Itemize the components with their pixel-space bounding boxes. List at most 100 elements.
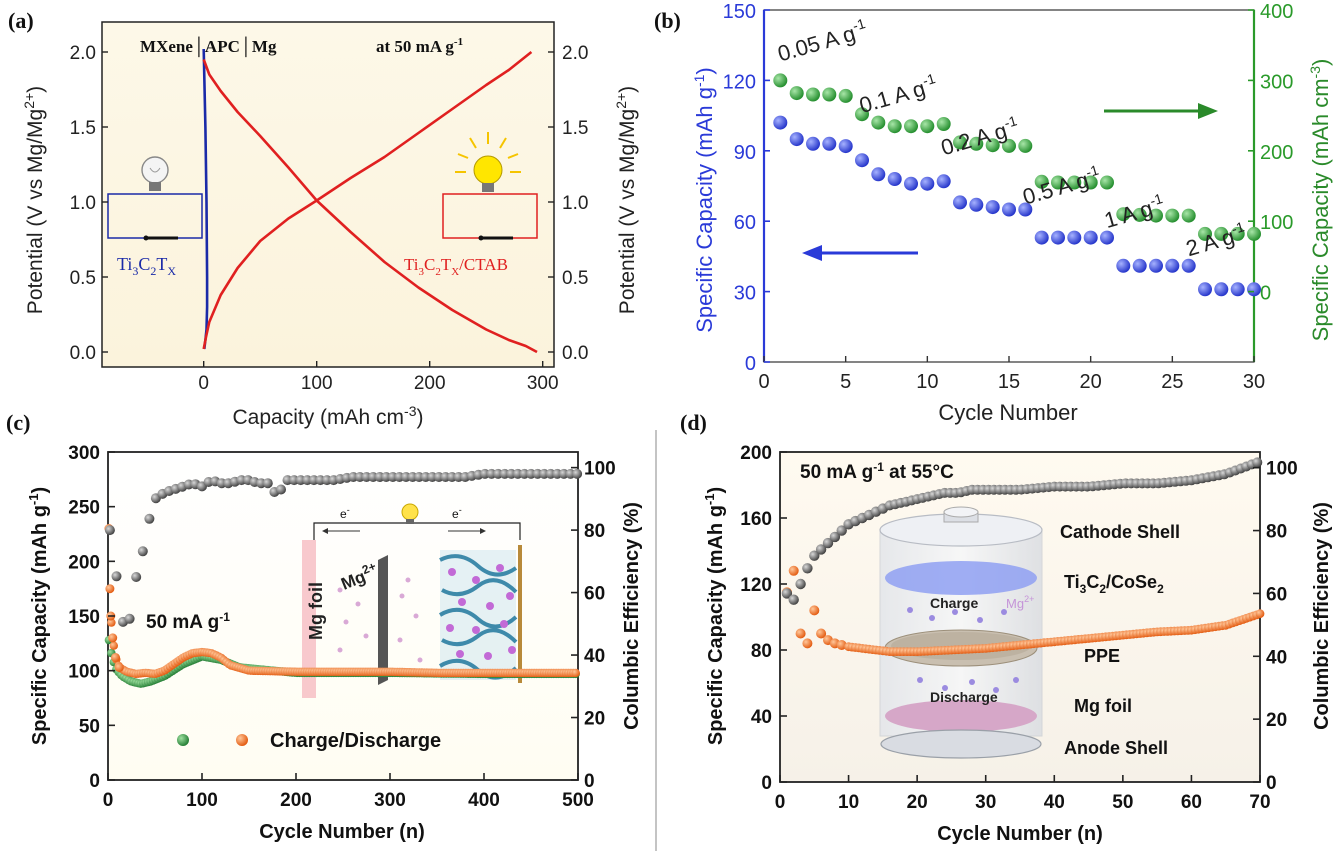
y-tick-label-right-b: 100 [1260,212,1293,234]
data-point-b-0 [1051,230,1065,245]
y-tick-label-a: 0.5 [70,268,96,289]
chart-b-series [773,73,1261,297]
y-tick-label-right-b: 400 [1260,1,1293,23]
data-point-d-1 [836,525,847,536]
data-point-d-1 [781,588,793,599]
cathode-shell-label: Cathode Shell [1060,522,1180,542]
data-point-c-2 [276,484,286,495]
y-tick-label-d: 200 [740,443,772,464]
arrow-left-icon [802,245,918,261]
y-tick-label-right-c: 20 [584,709,605,730]
x-tick-label-a: 200 [414,373,446,394]
y-tick-label-c: 150 [68,607,100,628]
data-point-b-0 [871,167,886,182]
chart-d-ticks: 0 10 20 30 40 50 60 700408012016020002040608010… [740,443,1297,813]
data-point-b-0 [1214,282,1229,297]
data-point-d-1 [815,544,827,555]
data-point-b-0 [1230,282,1245,297]
data-point-b-0 [1132,258,1147,273]
y-tick-label-b: 90 [734,142,756,164]
data-point-b-1 [1214,226,1229,241]
inset-battery-schematic: e- e- M [302,503,522,698]
data-point-c-2 [137,546,148,557]
chart-a-ylabel-right: Potential (V vs Mg/Mg2+) [613,86,639,314]
data-point-c-2 [144,513,155,524]
data-point-b-0 [1149,258,1163,273]
y-tick-label-c: 250 [68,498,100,519]
data-point-b-0 [936,174,951,189]
x-tick-label-b: 20 [1080,371,1102,393]
y-tick-label-right-a: 1.5 [562,118,588,139]
data-point-b-1 [1149,208,1163,223]
data-point-b-1 [1100,175,1114,190]
bulb-on-icon [455,132,521,192]
chart-b-ylabel: Specific Capacity (mAh g-1) [691,67,717,333]
y-tick-label-b: 60 [734,212,756,234]
y-tick-label-c: 0 [89,771,100,792]
legend-label: Charge/Discharge [270,730,441,752]
x-tick-label-b: 5 [840,371,851,393]
chart-d-ylabel-right: Columbic Efficiency (%) [1311,502,1333,730]
data-point-b-1 [904,119,918,134]
y-tick-label-d: 120 [740,575,772,596]
panel-c: (c) e- e- [6,410,643,843]
y-tick-label-b: 120 [723,71,756,93]
device-label-left: Ti3C2TX [117,254,176,278]
y-tick-label-c: 200 [68,552,100,573]
chart-a-xlabel: Capacity (mAh cm-3) [233,403,424,429]
y-tick-label-right-a: 0.0 [562,343,588,364]
x-tick-label-c: 400 [468,790,500,811]
data-point-d-1 [795,578,806,590]
data-point-c-0 [109,641,119,650]
data-point-b-1 [1165,208,1180,223]
data-point-b-0 [1002,202,1016,217]
x-tick-label-d: 20 [907,792,928,813]
data-point-b-0 [887,172,902,186]
data-point-d-0 [1255,609,1265,619]
mg-foil-layer [885,700,1037,732]
y-tick-label-right-b: 0 [1260,283,1271,305]
y-tick-label-d: 0 [761,773,772,794]
panel-label-c: (c) [6,410,30,435]
anode-shell-label: Anode Shell [1064,738,1168,758]
data-point-b-0 [953,195,967,210]
mg-ion-dots [337,577,423,663]
data-point-b-0 [1116,258,1131,273]
separator [378,555,388,685]
data-point-c-0 [111,653,120,662]
x-tick-label-b: 25 [1161,371,1183,393]
data-point-b-0 [1034,230,1049,245]
data-point-b-1 [1132,207,1147,222]
data-point-b-1 [920,119,935,134]
data-point-c-0 [105,584,115,594]
legend-marker-discharge [236,734,248,746]
chart-c-ylabel-right: Columbic Efficiency (%) [621,502,643,730]
device-label-right: Ti3C2TX/CTAB [404,255,508,278]
x-tick-label-a: 100 [301,373,333,394]
data-point-d-0 [795,628,806,639]
panel-label-b: (b) [654,8,681,33]
data-point-b-1 [855,107,869,122]
ppe-label: PPE [1084,646,1120,666]
panel-label-a: (a) [8,8,34,33]
data-point-b-1 [1002,138,1016,153]
y-tick-label-right-d: 0 [1266,773,1277,794]
chart-b-xlabel: Cycle Number [938,400,1077,425]
panel-label-d: (d) [680,410,707,435]
y-tick-label-d: 80 [751,641,772,662]
cathode-material-label: Ti3C2/CoSe2 [1064,572,1164,596]
data-point-d-0 [836,640,847,650]
data-point-c-2 [262,478,273,489]
data-point-b-0 [773,115,788,130]
x-tick-label-b: 0 [758,371,769,393]
x-tick-label-a: 0 [198,373,209,394]
inset-cylinder-battery: Charge Mg2+ Discharge [879,506,1043,759]
series-line-a-2 [202,50,533,350]
data-point-b-1 [871,115,886,130]
data-point-b-0 [822,136,837,151]
data-point-b-1 [806,87,820,102]
x-tick-label-d: 60 [1181,792,1202,813]
data-point-b-1 [953,135,967,150]
